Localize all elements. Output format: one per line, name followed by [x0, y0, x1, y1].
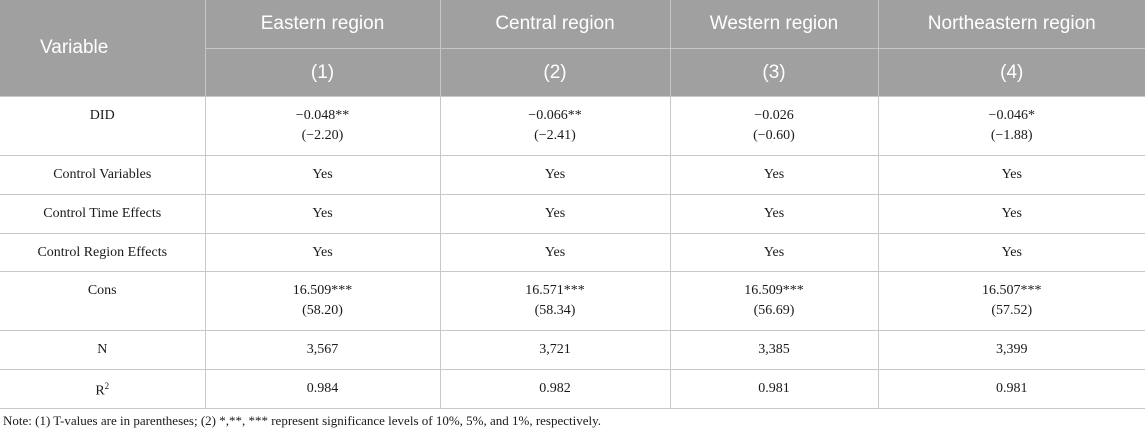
table-cell: Yes	[877, 194, 1145, 234]
table-row-did: DID −0.048** (−2.20) −0.066** (−2.41) −0.0…	[0, 96, 1145, 156]
cell-did-2: −0.066** (−2.41)	[439, 96, 671, 156]
table-cell: 3,567	[204, 330, 441, 370]
header-northeastern-region: Northeastern region	[878, 0, 1145, 49]
table-cell: Yes	[439, 194, 671, 234]
table-cell: Yes	[877, 233, 1145, 272]
row-label: Control Time Effects	[0, 194, 206, 234]
table-cell: 0.981	[669, 369, 879, 409]
t-value: (−0.60)	[753, 128, 795, 143]
row-label: R2	[0, 369, 206, 409]
header-model-1: (1)	[205, 48, 441, 97]
coefficient: 16.571***	[525, 283, 585, 298]
table-row-control-time-effects: Control Time Effects Yes Yes Yes Yes	[0, 194, 1145, 234]
coefficient: −0.026	[754, 108, 794, 123]
cell-cons-2: 16.571*** (58.34)	[439, 271, 671, 331]
table-header: Variable Eastern region Central region W…	[0, 0, 1145, 97]
table-body: DID −0.048** (−2.20) −0.066** (−2.41) −0.0…	[0, 96, 1145, 409]
table-cell: Yes	[439, 233, 671, 272]
r-squared-base: R	[95, 383, 105, 399]
coefficient: 16.509***	[292, 283, 353, 298]
header-row-titles: Variable Eastern region Central region W…	[0, 0, 1145, 97]
cell-did-1: −0.048** (−2.20)	[204, 96, 441, 156]
table-row-control-region-effects: Control Region Effects Yes Yes Yes Yes	[0, 233, 1145, 272]
header-model-4: (4)	[878, 48, 1145, 97]
header-variable: Variable	[0, 0, 206, 97]
cell-cons-1: 16.509*** (58.20)	[204, 271, 441, 331]
table-cell: 3,721	[439, 330, 671, 370]
table-cell: 0.984	[204, 369, 441, 409]
t-value: (56.69)	[753, 303, 795, 318]
t-value: (58.20)	[302, 303, 343, 318]
table-row-control-variables: Control Variables Yes Yes Yes Yes	[0, 155, 1145, 195]
cell-cons-4: 16.507*** (57.52)	[877, 271, 1145, 331]
coefficient: −0.066**	[528, 108, 582, 123]
coefficient: 16.507***	[982, 283, 1042, 298]
cell-did-4: −0.046* (−1.88)	[877, 96, 1145, 156]
table-row-n: N 3,567 3,721 3,385 3,399	[0, 330, 1145, 370]
row-label: Control Region Effects	[0, 233, 206, 272]
table-cell: 0.982	[439, 369, 671, 409]
table-cell: Yes	[204, 233, 441, 272]
r-squared-exponent: 2	[104, 381, 110, 392]
table-cell: 3,399	[877, 330, 1145, 370]
coefficient: −0.046*	[988, 108, 1035, 123]
regression-table: Variable Eastern region Central region W…	[0, 0, 1145, 409]
t-value: (−1.88)	[990, 128, 1033, 143]
table-cell: Yes	[669, 194, 879, 234]
row-label: N	[0, 330, 206, 370]
header-eastern-region: Eastern region	[205, 0, 441, 49]
table-note: Note: (1) T-values are in parentheses; (…	[3, 413, 602, 428]
t-value: (−2.20)	[301, 128, 344, 143]
table-cell: 0.981	[877, 369, 1145, 409]
t-value: (58.34)	[534, 303, 576, 318]
header-central-region: Central region	[440, 0, 671, 49]
table-cell: Yes	[669, 233, 879, 272]
header-model-2: (2)	[440, 48, 671, 97]
table-row-cons: Cons 16.509*** (58.20) 16.571*** (58.34) 1…	[0, 271, 1145, 331]
table-cell: 3,385	[669, 330, 879, 370]
coefficient: −0.048**	[295, 108, 350, 123]
table-cell: Yes	[669, 155, 879, 195]
table-cell: Yes	[204, 155, 441, 195]
row-label: Control Variables	[0, 155, 206, 195]
table-cell: Yes	[439, 155, 671, 195]
header-western-region: Western region	[670, 0, 879, 49]
t-value: (57.52)	[991, 303, 1033, 318]
cell-did-3: −0.026 (−0.60)	[669, 96, 879, 156]
header-model-3: (3)	[670, 48, 879, 97]
header-row-numbers: (1) (2) (3) (4)	[0, 48, 1145, 97]
coefficient: 16.509***	[744, 283, 804, 298]
table-cell: Yes	[204, 194, 441, 234]
t-value: (−2.41)	[534, 128, 576, 143]
row-label: Cons	[0, 271, 206, 331]
cell-cons-3: 16.509*** (56.69)	[669, 271, 879, 331]
row-label: DID	[0, 96, 206, 156]
table-row-r-squared: R2 0.984 0.982 0.981 0.981	[0, 369, 1145, 409]
table-cell: Yes	[877, 155, 1145, 195]
